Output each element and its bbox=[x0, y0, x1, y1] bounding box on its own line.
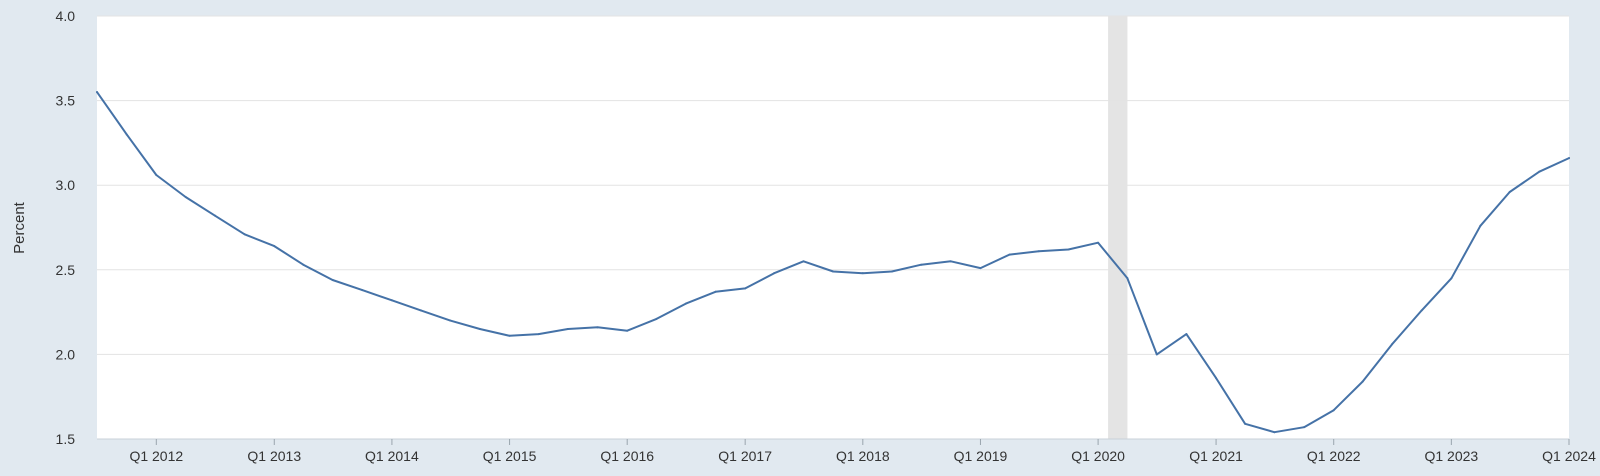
data-point bbox=[213, 214, 216, 217]
data-point bbox=[1450, 277, 1453, 280]
data-point bbox=[243, 233, 246, 236]
data-point bbox=[861, 272, 864, 275]
data-point bbox=[508, 334, 511, 337]
y-tick-label: 2.0 bbox=[56, 346, 76, 362]
x-tick-label: Q1 2013 bbox=[247, 448, 301, 464]
data-point bbox=[361, 289, 364, 292]
data-point bbox=[155, 174, 158, 177]
data-point bbox=[714, 290, 717, 293]
y-tick-label: 3.0 bbox=[56, 177, 76, 193]
data-point bbox=[1303, 426, 1306, 429]
x-tick-label: Q1 2012 bbox=[129, 448, 183, 464]
data-point bbox=[96, 91, 98, 94]
data-point bbox=[655, 317, 658, 320]
data-point bbox=[125, 133, 128, 136]
x-tick-label: Q1 2024 bbox=[1542, 448, 1596, 464]
y-axis-label: Percent bbox=[11, 201, 28, 254]
data-point bbox=[1391, 343, 1394, 346]
data-point bbox=[1361, 380, 1364, 383]
x-tick-label: Q1 2021 bbox=[1189, 448, 1243, 464]
data-point bbox=[419, 309, 422, 312]
data-point bbox=[390, 299, 393, 302]
data-point bbox=[1008, 253, 1011, 256]
recession-shading-layer bbox=[1108, 16, 1128, 439]
data-point bbox=[331, 278, 334, 281]
data-point bbox=[1067, 248, 1070, 251]
data-point bbox=[1273, 431, 1276, 434]
data-point bbox=[1155, 353, 1158, 356]
y-tick-label: 1.5 bbox=[56, 431, 76, 447]
data-point bbox=[744, 287, 747, 290]
data-point bbox=[1508, 190, 1511, 193]
x-tick-label: Q1 2018 bbox=[836, 448, 890, 464]
data-point bbox=[302, 263, 305, 266]
data-point bbox=[273, 245, 276, 248]
x-tick-label: Q1 2017 bbox=[718, 448, 772, 464]
data-point bbox=[184, 196, 187, 199]
data-point bbox=[684, 302, 687, 305]
data-point bbox=[802, 260, 805, 263]
y-axis-ticks: 1.5 2.0 2.5 3.0 3.5 4.0 bbox=[56, 8, 76, 447]
data-point bbox=[1420, 309, 1423, 312]
data-point bbox=[1185, 333, 1188, 336]
data-point bbox=[537, 333, 540, 336]
data-point bbox=[478, 328, 481, 331]
data-point bbox=[566, 328, 569, 331]
data-point bbox=[1538, 170, 1541, 173]
data-point bbox=[920, 263, 923, 266]
series-layer bbox=[96, 91, 1570, 434]
data-point bbox=[596, 326, 599, 329]
data-point bbox=[979, 267, 982, 270]
x-tick-label: Q1 2015 bbox=[483, 448, 537, 464]
data-point bbox=[1215, 377, 1218, 380]
recession-shading-0 bbox=[1108, 16, 1128, 439]
data-point bbox=[1568, 157, 1570, 160]
data-point bbox=[832, 270, 835, 273]
x-tick-label: Q1 2020 bbox=[1071, 448, 1125, 464]
x-axis-ticks: Q1 2012 Q1 2013 Q1 2014 Q1 2015 Q1 2016 Q1 20… bbox=[97, 438, 1596, 464]
data-point bbox=[1097, 241, 1100, 244]
y-tick-label: 3.5 bbox=[56, 93, 76, 109]
x-tick-label: Q1 2022 bbox=[1307, 448, 1361, 464]
x-tick-label: Q1 2014 bbox=[365, 448, 419, 464]
data-point bbox=[1332, 409, 1335, 412]
data-point bbox=[890, 270, 893, 273]
data-point bbox=[1037, 250, 1040, 253]
data-point bbox=[1244, 422, 1247, 425]
x-tick-label: Q1 2016 bbox=[600, 448, 654, 464]
data-point bbox=[1479, 224, 1482, 227]
data-point bbox=[1126, 277, 1129, 280]
x-tick-label: Q1 2023 bbox=[1424, 448, 1478, 464]
data-point bbox=[626, 329, 629, 332]
data-point bbox=[773, 272, 776, 275]
x-tick-label: Q1 2019 bbox=[954, 448, 1008, 464]
y-tick-label: 4.0 bbox=[56, 8, 76, 24]
plot-area-background bbox=[97, 16, 1569, 439]
y-tick-label: 2.5 bbox=[56, 262, 76, 278]
data-point bbox=[949, 260, 952, 263]
data-point bbox=[449, 319, 452, 322]
